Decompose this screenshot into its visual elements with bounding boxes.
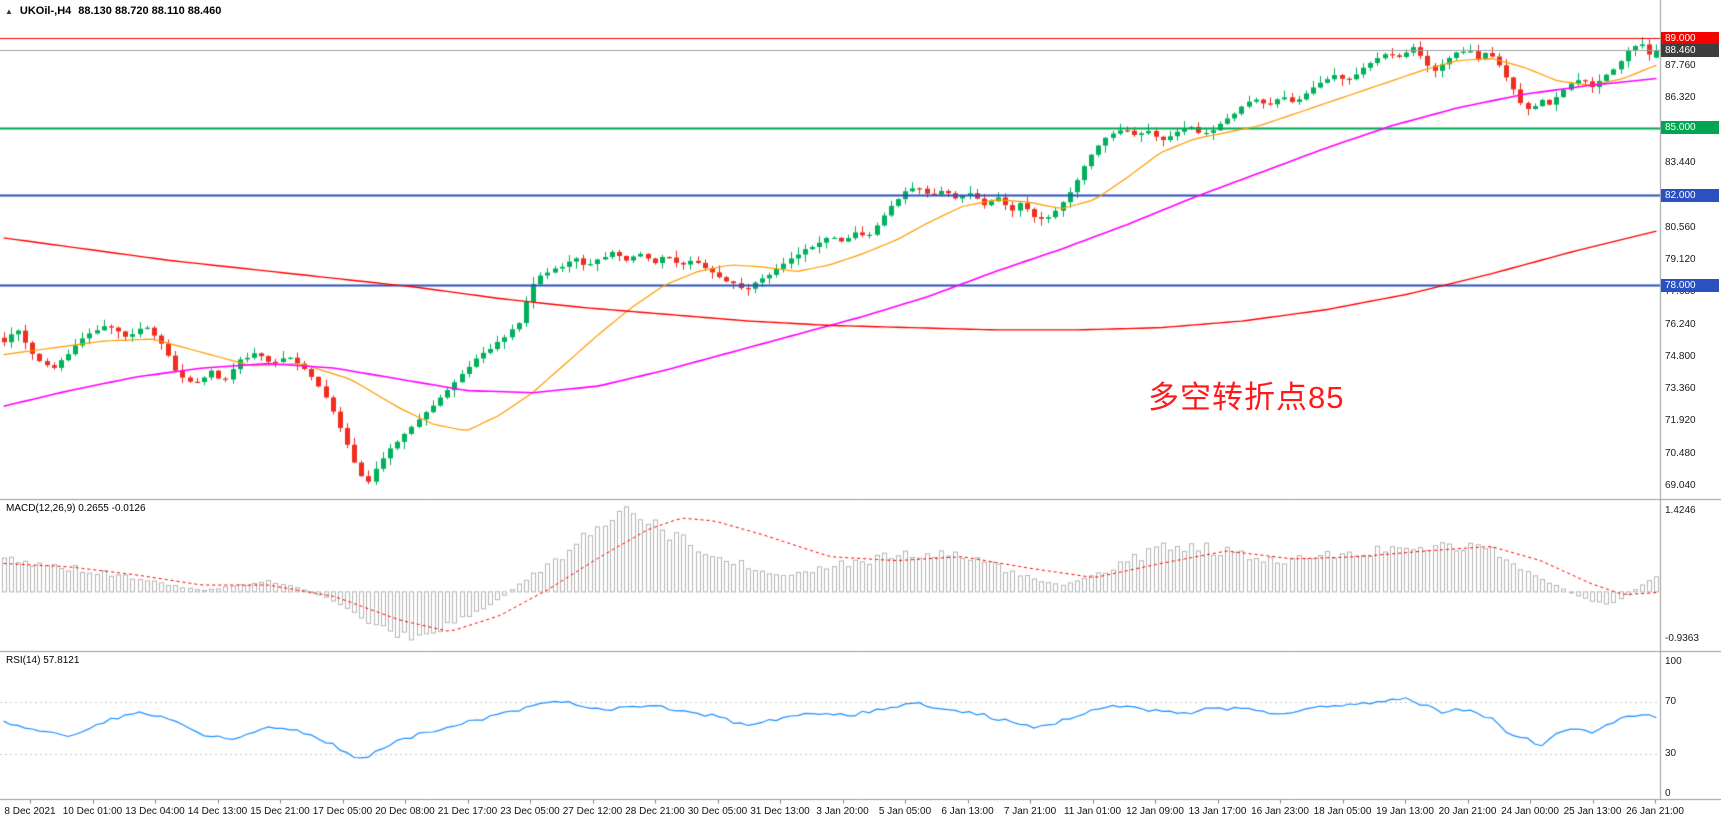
price-badge-82.000: 82.000 — [1661, 188, 1719, 202]
time-axis-label: 5 Jan 05:00 — [878, 806, 932, 817]
rsi-scale-label: 70 — [1665, 695, 1677, 707]
time-axis-label: 26 Jan 21:00 — [1626, 806, 1684, 817]
rsi-scale-label: 0 — [1665, 788, 1671, 799]
symbol-marker-icon: ▲ — [5, 6, 13, 16]
time-axis-label: 30 Dec 05:00 — [687, 806, 748, 817]
time-axis-label: 16 Jan 23:00 — [1251, 806, 1309, 817]
price-grid-label: 74.800 — [1665, 350, 1696, 362]
time-axis-label: 31 Dec 13:00 — [750, 806, 810, 817]
time-axis-label: 14 Dec 13:00 — [187, 806, 248, 817]
time-axis-label: 20 Jan 21:00 — [1438, 806, 1497, 817]
time-axis-label: 17 Dec 05:00 — [312, 806, 373, 817]
price-scale[interactable]: 87.760 86.320 83.440 80.560 79.120 77.680 76.2… — [1660, 0, 1721, 799]
macd-indicator-label: MACD(12,26,9) 0.2655 -0.0126 — [6, 503, 146, 514]
time-axis[interactable]: 8 Dec 2021 10 Dec 01:00 13 Dec 04:00 14 Dec… — [0, 799, 1721, 829]
price-badge-85.000: 85.000 — [1661, 121, 1719, 135]
time-axis-label: 23 Dec 05:00 — [500, 806, 560, 817]
rsi-indicator-label: RSI(14) 57.8121 — [6, 655, 80, 666]
price-grid-label: 77.680 — [1665, 286, 1696, 298]
chart-annotation-text: 多空转折点85 — [1148, 380, 1345, 415]
price-grid-label: 69.040 — [1665, 480, 1696, 492]
time-axis-label: 25 Jan 13:00 — [1563, 806, 1622, 817]
macd-scale-max-label: 1.4246 — [1665, 505, 1696, 516]
time-axis-label: 12 Jan 09:00 — [1126, 806, 1184, 817]
price-badge-89.000: 89.000 — [1661, 31, 1719, 45]
time-axis-label: 24 Jan 00:00 — [1501, 806, 1559, 817]
macd-scale-min-label: -0.9363 — [1665, 633, 1699, 644]
rsi-scale-label: 100 — [1665, 656, 1682, 667]
time-axis-label: 7 Jan 21:00 — [1003, 806, 1057, 817]
price-grid-label: 79.120 — [1665, 253, 1696, 265]
price-grid-label: 83.440 — [1665, 156, 1696, 168]
chart-header: ▲ UKOil-,H4 88.130 88.720 88.110 88.460 — [5, 5, 221, 17]
price-grid-label: 80.560 — [1665, 221, 1696, 233]
price-grid-label: 71.920 — [1665, 415, 1696, 427]
price-grid-label: 76.240 — [1665, 318, 1696, 330]
time-axis-label: 11 Jan 01:00 — [1063, 806, 1122, 817]
price-grid-label: 87.760 — [1665, 59, 1696, 71]
price-badge-88.460: 88.460 — [1661, 43, 1719, 57]
rsi-scale-label: 30 — [1665, 748, 1677, 760]
time-axis-label: 3 Jan 20:00 — [816, 806, 869, 817]
time-axis-label: 28 Dec 21:00 — [625, 806, 685, 817]
time-axis-label: 21 Dec 17:00 — [437, 806, 498, 817]
symbol-period-label: UKOil-,H4 — [19, 5, 72, 17]
time-axis-label: 10 Dec 01:00 — [62, 806, 123, 817]
time-axis-label: 13 Dec 04:00 — [125, 806, 185, 817]
time-axis-label: 6 Jan 13:00 — [941, 806, 994, 817]
price-grid-label: 73.360 — [1665, 383, 1696, 395]
ohlc-values: 88.130 88.720 88.110 88.460 — [78, 5, 222, 17]
time-axis-label: 19 Jan 13:00 — [1376, 806, 1434, 817]
time-axis-label: 20 Dec 08:00 — [375, 806, 435, 817]
time-axis-label: 15 Dec 21:00 — [250, 806, 310, 817]
price-badge-78.000: 78.000 — [1661, 278, 1719, 292]
price-grid-label: 70.480 — [1665, 447, 1696, 459]
time-axis-label: 8 Dec 2021 — [4, 806, 56, 817]
price-grid-label: 86.320 — [1665, 92, 1696, 104]
time-axis-label: 13 Jan 17:00 — [1188, 806, 1247, 817]
time-axis-label: 18 Jan 05:00 — [1313, 806, 1372, 817]
time-axis-label: 27 Dec 12:00 — [562, 806, 623, 817]
